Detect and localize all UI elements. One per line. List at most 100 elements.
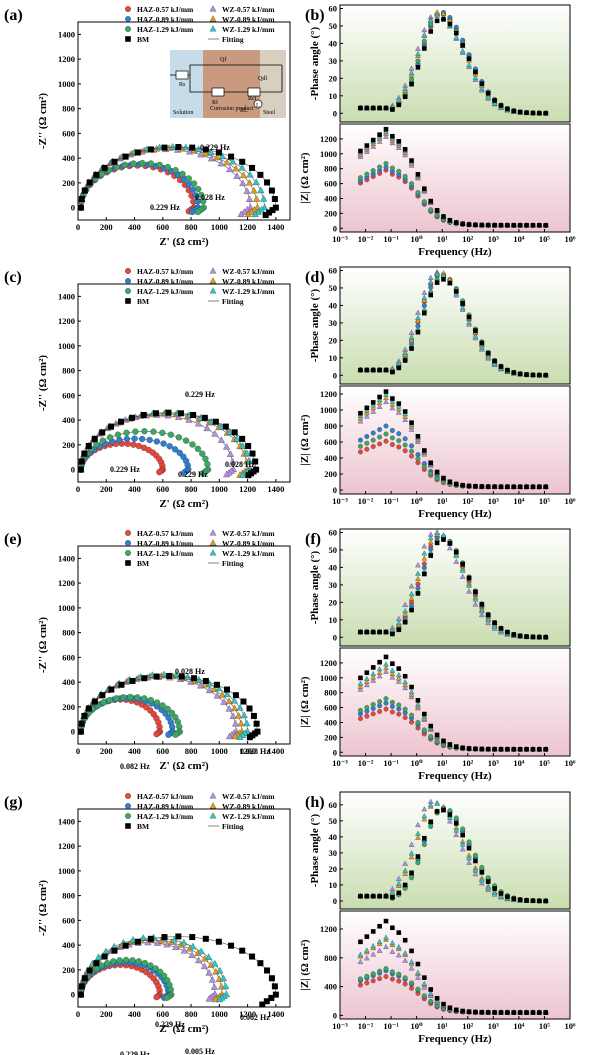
phase-point [472, 871, 479, 877]
modulus-point [402, 436, 408, 442]
data-point [226, 165, 234, 173]
phase-point [428, 292, 434, 298]
data-point [175, 143, 182, 150]
modulus-point [364, 934, 370, 939]
modulus-point [383, 133, 389, 139]
data-point [250, 186, 258, 194]
phase-y-tick-label: 50 [329, 283, 338, 293]
data-point [121, 161, 129, 169]
modulus-point [428, 471, 434, 476]
x-axis-title: Z' (Ω cm²) [159, 760, 209, 772]
phase-point [466, 839, 472, 845]
modulus-point [364, 405, 370, 411]
legend-label: WZ-1.29 kJ/mm [222, 549, 275, 558]
phase-y-tick-label: 20 [329, 73, 338, 83]
data-point [205, 995, 213, 1002]
data-point [246, 734, 253, 741]
panel-label: (e) [4, 531, 22, 548]
data-point [244, 210, 252, 217]
phase-point [479, 344, 485, 350]
legend-marker [125, 813, 131, 819]
modulus-point [402, 679, 408, 685]
data-point [212, 418, 219, 425]
legend-label: HAZ-0.57 kJ/mm [137, 5, 194, 14]
phase-point [415, 575, 421, 581]
freq-tick-label: 10¹ [437, 758, 449, 768]
phase-point [492, 358, 497, 364]
legend: HAZ-0.57 kJ/mm WZ-0.57 kJ/mm HAZ-0.89 kJ/m… [125, 792, 275, 831]
inset-component-label: RL [240, 108, 248, 114]
data-point [118, 418, 125, 425]
phase-point [505, 894, 510, 900]
data-point [257, 960, 264, 967]
modulus-point [376, 403, 383, 409]
modulus-point [357, 415, 364, 421]
y-tick-label: 1200 [58, 578, 75, 588]
phase-point [498, 103, 504, 108]
data-point [153, 730, 160, 738]
phase-point [377, 105, 382, 111]
data-point [194, 208, 202, 216]
modulus-point [364, 713, 370, 719]
data-point [207, 154, 216, 162]
phase-y-tick-label: 20 [329, 597, 338, 607]
data-point [95, 953, 103, 960]
modulus-point [415, 974, 421, 980]
data-point [189, 942, 197, 950]
modulus-point [357, 449, 363, 455]
data-point [219, 974, 228, 982]
annotation-label: 0.229 Hz [200, 143, 230, 152]
modulus-point [376, 938, 383, 944]
panel-label: (d) [305, 269, 325, 286]
data-point [106, 434, 114, 441]
y-tick-label: 600 [62, 390, 75, 400]
data-point [108, 686, 115, 693]
modulus-point [409, 181, 415, 187]
modulus-point [498, 222, 504, 228]
modulus-point [357, 686, 364, 692]
data-point [185, 181, 192, 188]
data-point [272, 991, 279, 998]
phase-point [395, 360, 402, 366]
modulus-point [396, 666, 402, 671]
data-point [228, 942, 235, 949]
freq-tick-label: 10³ [488, 758, 500, 768]
phase-point [370, 105, 376, 111]
phase-point [466, 56, 472, 62]
modulus-point [428, 999, 434, 1004]
phase-point [453, 821, 459, 826]
legend-label: HAZ-0.89 kJ/mm [137, 539, 194, 548]
data-point [99, 692, 106, 699]
data-point [77, 728, 84, 735]
data-point [271, 983, 278, 990]
phase-point [427, 802, 434, 808]
x-tick-label: 800 [185, 1009, 198, 1019]
modulus-point [402, 409, 408, 414]
data-point [217, 159, 225, 167]
freq-tick-label: 10¹ [437, 234, 449, 244]
data-point [222, 982, 230, 990]
data-point [229, 712, 237, 719]
freq-axis-title: Frequency (Hz) [418, 508, 492, 520]
phase-point [453, 553, 460, 559]
data-point [239, 171, 248, 179]
modulus-point [370, 400, 376, 405]
plot-frame [77, 283, 291, 483]
series-BM [77, 672, 261, 741]
modulus-y-axis-title: |Z| (Ω cm²) [299, 676, 311, 727]
modulus-point [421, 727, 427, 733]
data-point [159, 702, 166, 709]
data-point [205, 953, 213, 960]
x-tick-label: 400 [128, 222, 141, 232]
modulus-y-tick-label: 1200 [320, 658, 337, 668]
y-tick-label: 1400 [58, 816, 75, 826]
modulus-point [511, 746, 517, 752]
modulus-point [357, 443, 363, 449]
data-point [165, 731, 172, 738]
annotation-label: 0.005 Hz [185, 1047, 215, 1055]
freq-tick-label: 10⁶ [564, 1021, 576, 1031]
modulus-point [357, 437, 363, 443]
phase-point [402, 619, 408, 625]
data-point [225, 732, 234, 740]
modulus-point [511, 222, 517, 228]
